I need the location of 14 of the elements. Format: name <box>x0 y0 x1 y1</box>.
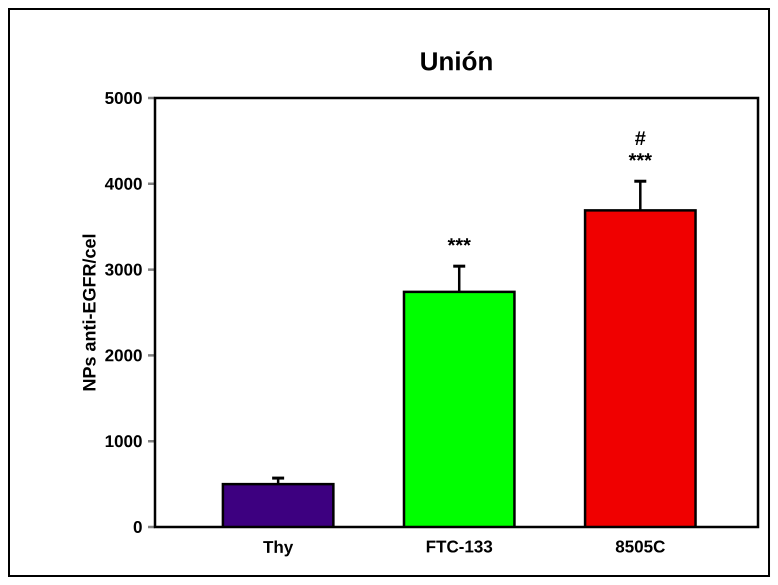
x-tick-label: Thy <box>263 540 294 556</box>
annotation: *** <box>448 238 471 246</box>
annotation: # <box>635 131 646 146</box>
x-tick-label: FTC-133 <box>426 540 492 553</box>
y-tick-label: 1000 <box>106 435 142 448</box>
y-axis-title: NPs anti-EGFR/cel <box>82 234 96 390</box>
y-tick-label: 3000 <box>105 264 142 276</box>
chart-title: Unión <box>421 51 492 70</box>
y-tick-label: 2000 <box>105 349 142 362</box>
y-tick-label: 0 <box>134 520 142 534</box>
x-tick-label: 8505C <box>616 540 665 553</box>
annotation: *** <box>628 153 652 161</box>
y-tick-label: 5000 <box>105 92 142 104</box>
y-tick-label: 4000 <box>104 178 142 190</box>
